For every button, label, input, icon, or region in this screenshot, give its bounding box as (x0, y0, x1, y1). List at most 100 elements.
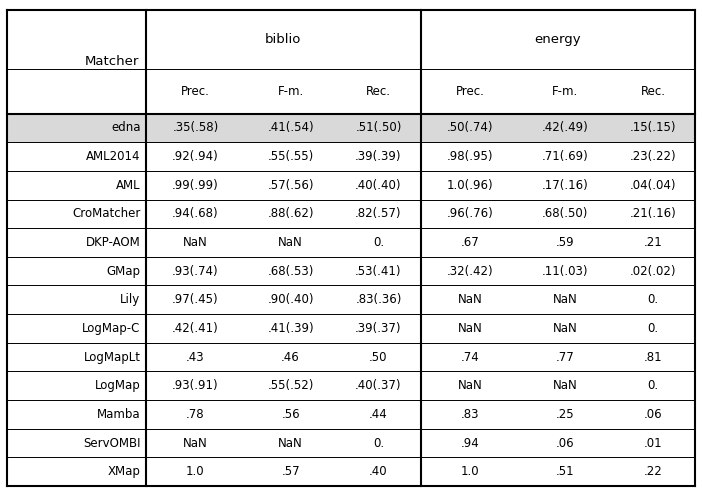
Text: .15(.15): .15(.15) (630, 122, 676, 134)
Text: .40: .40 (369, 465, 388, 478)
Bar (7, 114, 695, 142)
Text: .83(.36): .83(.36) (355, 293, 402, 307)
Text: .42(.41): .42(.41) (172, 322, 219, 335)
Text: NaN: NaN (458, 379, 482, 392)
Text: ServOMBI: ServOMBI (83, 436, 140, 449)
Text: .59: .59 (556, 236, 574, 249)
Text: biblio: biblio (265, 33, 301, 46)
Text: 0.: 0. (647, 379, 658, 392)
Text: .98(.95): .98(.95) (446, 150, 494, 163)
Text: .96(.76): .96(.76) (446, 207, 494, 220)
Text: .82(.57): .82(.57) (355, 207, 402, 220)
Text: AML: AML (116, 179, 140, 191)
Text: .39(.39): .39(.39) (355, 150, 402, 163)
Text: .97(.45): .97(.45) (172, 293, 219, 307)
Text: .11(.03): .11(.03) (542, 265, 588, 278)
Text: energy: energy (534, 33, 581, 46)
Text: Rec.: Rec. (366, 85, 391, 98)
Text: .55(.55): .55(.55) (267, 150, 314, 163)
Text: LogMap: LogMap (95, 379, 140, 392)
Text: Prec.: Prec. (456, 85, 484, 98)
Text: XMap: XMap (107, 465, 140, 478)
Text: .94(.68): .94(.68) (172, 207, 219, 220)
Text: .99(.99): .99(.99) (172, 179, 219, 191)
Text: .39(.37): .39(.37) (355, 322, 402, 335)
Text: .40(.37): .40(.37) (355, 379, 402, 392)
Text: .77: .77 (556, 351, 574, 364)
Text: .41(.54): .41(.54) (267, 122, 314, 134)
Text: .35(.58): .35(.58) (173, 122, 218, 134)
Text: .78: .78 (186, 408, 205, 421)
Text: Rec.: Rec. (640, 85, 665, 98)
Text: Mamba: Mamba (97, 408, 140, 421)
Text: .57: .57 (282, 465, 300, 478)
Text: F-m.: F-m. (552, 85, 578, 98)
Text: AML2014: AML2014 (86, 150, 140, 163)
Text: .06: .06 (556, 436, 574, 449)
Text: .92(.94): .92(.94) (172, 150, 219, 163)
Text: .04(.04): .04(.04) (630, 179, 676, 191)
Text: F-m.: F-m. (277, 85, 304, 98)
Text: GMap: GMap (107, 265, 140, 278)
Text: .21(.16): .21(.16) (630, 207, 676, 220)
Text: 0.: 0. (373, 236, 384, 249)
Text: Matcher: Matcher (85, 55, 139, 68)
Text: .53(.41): .53(.41) (355, 265, 402, 278)
Text: LogMapLt: LogMapLt (84, 351, 140, 364)
Text: NaN: NaN (458, 322, 482, 335)
Text: .43: .43 (186, 351, 205, 364)
Text: Lily: Lily (120, 293, 140, 307)
Text: 0.: 0. (647, 322, 658, 335)
Text: CroMatcher: CroMatcher (72, 207, 140, 220)
Text: .23(.22): .23(.22) (630, 150, 676, 163)
Text: .93(.74): .93(.74) (172, 265, 219, 278)
Text: 1.0: 1.0 (186, 465, 205, 478)
Text: .50: .50 (369, 351, 388, 364)
Text: .51(.50): .51(.50) (355, 122, 402, 134)
Text: .21: .21 (644, 236, 662, 249)
Text: .83: .83 (461, 408, 479, 421)
Text: .46: .46 (282, 351, 300, 364)
Text: .32(.42): .32(.42) (446, 265, 494, 278)
Text: .56: .56 (282, 408, 300, 421)
Text: NaN: NaN (278, 236, 303, 249)
Text: 0.: 0. (373, 436, 384, 449)
Text: .68(.50): .68(.50) (542, 207, 588, 220)
Text: NaN: NaN (183, 236, 208, 249)
Text: Prec.: Prec. (181, 85, 210, 98)
Text: .88(.62): .88(.62) (267, 207, 314, 220)
Text: .41(.39): .41(.39) (267, 322, 314, 335)
Text: .50(.74): .50(.74) (446, 122, 494, 134)
Text: .40(.40): .40(.40) (355, 179, 402, 191)
Text: 0.: 0. (647, 293, 658, 307)
Text: 1.0: 1.0 (461, 465, 479, 478)
Text: NaN: NaN (458, 293, 482, 307)
Text: NaN: NaN (278, 436, 303, 449)
Text: .02(.02): .02(.02) (630, 265, 676, 278)
Text: .90(.40): .90(.40) (267, 293, 314, 307)
Text: .57(.56): .57(.56) (267, 179, 314, 191)
Text: NaN: NaN (552, 293, 578, 307)
Text: LogMap-C: LogMap-C (82, 322, 140, 335)
Text: .51: .51 (556, 465, 574, 478)
Text: .68(.53): .68(.53) (267, 265, 314, 278)
Text: DKP-AOM: DKP-AOM (86, 236, 140, 249)
Text: .74: .74 (461, 351, 479, 364)
Text: NaN: NaN (552, 379, 578, 392)
Text: edna: edna (111, 122, 140, 134)
Text: 1.0(.96): 1.0(.96) (446, 179, 494, 191)
Text: .93(.91): .93(.91) (172, 379, 219, 392)
Text: .94: .94 (461, 436, 479, 449)
Text: NaN: NaN (552, 322, 578, 335)
Text: .06: .06 (644, 408, 662, 421)
Text: .42(.49): .42(.49) (542, 122, 588, 134)
Text: NaN: NaN (183, 436, 208, 449)
Text: .71(.69): .71(.69) (542, 150, 588, 163)
Text: .55(.52): .55(.52) (267, 379, 314, 392)
Text: .67: .67 (461, 236, 479, 249)
Text: .44: .44 (369, 408, 388, 421)
Text: .25: .25 (556, 408, 574, 421)
Text: .81: .81 (644, 351, 662, 364)
Text: .17(.16): .17(.16) (542, 179, 588, 191)
Text: .01: .01 (644, 436, 662, 449)
